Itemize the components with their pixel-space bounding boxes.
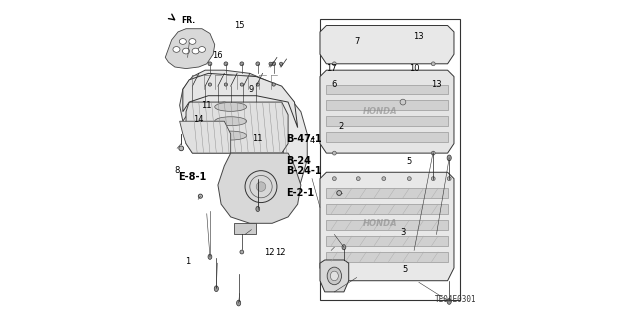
Text: 8: 8 [175, 166, 180, 175]
Text: 14: 14 [193, 115, 204, 124]
Ellipse shape [356, 177, 360, 181]
Ellipse shape [332, 62, 336, 66]
Ellipse shape [237, 300, 241, 306]
Ellipse shape [332, 151, 336, 155]
Ellipse shape [431, 62, 435, 66]
Text: 11: 11 [253, 134, 263, 143]
Ellipse shape [400, 99, 406, 105]
Text: 12: 12 [264, 248, 274, 256]
Ellipse shape [198, 47, 205, 52]
Text: 13: 13 [431, 80, 442, 89]
Ellipse shape [240, 250, 244, 254]
Ellipse shape [215, 131, 246, 140]
Text: 12: 12 [275, 248, 285, 256]
Ellipse shape [224, 62, 228, 66]
Polygon shape [218, 153, 301, 223]
Polygon shape [326, 116, 447, 126]
Ellipse shape [192, 48, 199, 54]
Text: 1: 1 [185, 257, 190, 266]
Ellipse shape [272, 83, 275, 86]
Text: 6: 6 [332, 80, 337, 89]
Text: 10: 10 [409, 64, 419, 73]
Text: B-24: B-24 [287, 156, 312, 166]
Ellipse shape [189, 39, 196, 44]
Polygon shape [180, 121, 230, 153]
Ellipse shape [224, 83, 227, 86]
Polygon shape [326, 85, 447, 94]
Text: 5: 5 [402, 265, 407, 274]
Ellipse shape [431, 151, 435, 155]
Text: HONDA: HONDA [364, 107, 398, 116]
Polygon shape [326, 100, 447, 110]
Text: 7: 7 [354, 37, 360, 46]
Ellipse shape [214, 286, 218, 292]
Polygon shape [326, 236, 447, 246]
Polygon shape [326, 132, 447, 142]
Ellipse shape [179, 146, 184, 151]
Ellipse shape [215, 117, 246, 126]
Ellipse shape [408, 177, 412, 181]
Ellipse shape [342, 245, 346, 250]
Polygon shape [326, 188, 447, 198]
Text: 3: 3 [400, 228, 406, 237]
Text: 9: 9 [249, 85, 254, 94]
Ellipse shape [332, 177, 336, 181]
Ellipse shape [280, 62, 283, 65]
Ellipse shape [179, 39, 186, 44]
Text: 16: 16 [212, 51, 223, 60]
Ellipse shape [447, 299, 451, 304]
Text: 11: 11 [202, 101, 212, 110]
Ellipse shape [240, 83, 243, 86]
Text: B-47-1: B-47-1 [287, 134, 322, 144]
Polygon shape [320, 172, 454, 281]
Text: TE04E0301: TE04E0301 [435, 295, 476, 304]
Ellipse shape [447, 177, 451, 181]
Ellipse shape [327, 267, 342, 285]
Ellipse shape [240, 62, 244, 66]
Ellipse shape [208, 62, 212, 66]
Ellipse shape [173, 47, 180, 52]
Ellipse shape [269, 62, 272, 65]
Ellipse shape [330, 271, 339, 281]
Text: 5: 5 [406, 157, 412, 166]
Polygon shape [165, 29, 215, 69]
Ellipse shape [256, 182, 266, 191]
Polygon shape [326, 204, 447, 214]
Text: E-8-1: E-8-1 [178, 172, 206, 182]
Ellipse shape [182, 48, 189, 54]
Text: 2: 2 [338, 122, 344, 130]
Text: 17: 17 [326, 64, 337, 73]
Polygon shape [180, 70, 307, 207]
Polygon shape [320, 70, 454, 153]
Polygon shape [326, 252, 447, 262]
Polygon shape [320, 260, 349, 292]
Ellipse shape [447, 155, 451, 161]
Text: HONDA: HONDA [364, 219, 398, 228]
Text: B-24-1: B-24-1 [287, 166, 322, 176]
Text: 4: 4 [309, 136, 315, 145]
Ellipse shape [208, 254, 212, 259]
Ellipse shape [272, 62, 276, 66]
Polygon shape [183, 73, 298, 128]
Text: 13: 13 [413, 32, 424, 41]
Ellipse shape [215, 102, 246, 111]
Bar [320, 19, 460, 300]
Ellipse shape [431, 177, 435, 181]
Ellipse shape [198, 194, 202, 198]
Ellipse shape [256, 206, 260, 211]
Text: FR.: FR. [181, 16, 195, 25]
Polygon shape [186, 102, 288, 153]
Polygon shape [326, 220, 447, 230]
Ellipse shape [337, 190, 342, 195]
Ellipse shape [256, 83, 259, 86]
Bar [234, 223, 256, 234]
Ellipse shape [431, 149, 435, 154]
Polygon shape [320, 26, 454, 64]
Text: 15: 15 [234, 21, 245, 30]
Ellipse shape [256, 62, 260, 66]
Ellipse shape [382, 177, 386, 181]
Ellipse shape [209, 83, 212, 86]
Text: E-2-1: E-2-1 [287, 188, 315, 198]
